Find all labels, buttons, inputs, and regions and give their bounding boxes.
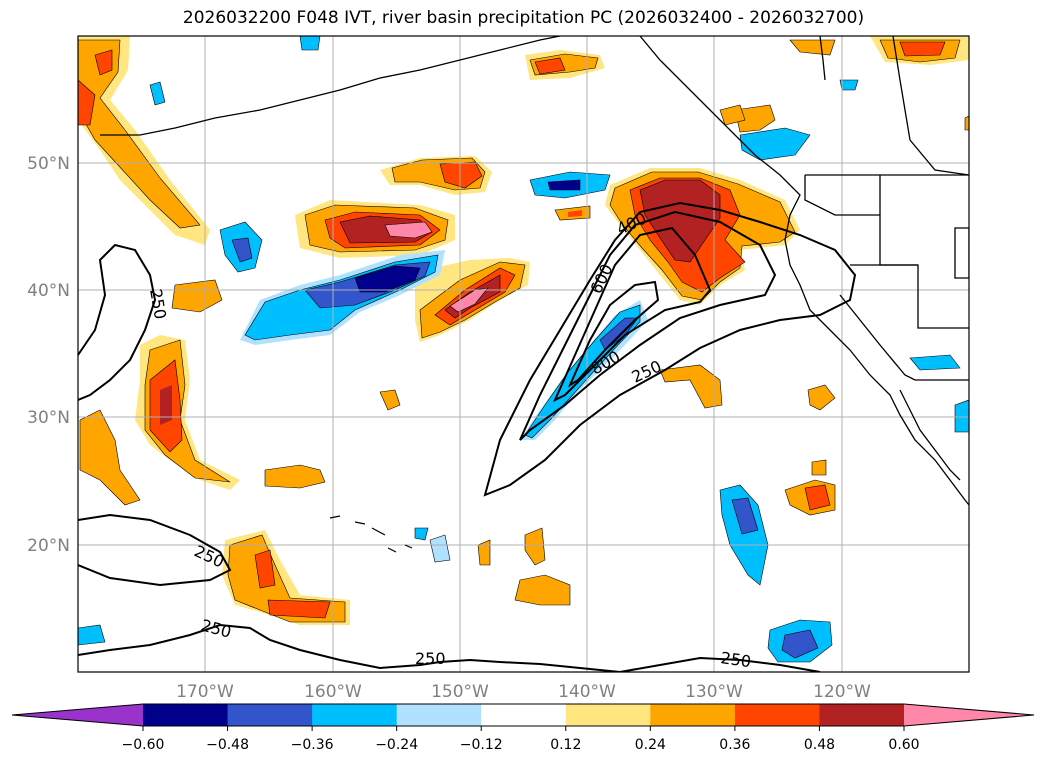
colorbar-tick-label: 0.12 [550,737,581,753]
lon-label: 160°W [304,682,362,702]
colorbar-tick-label: 0.36 [719,737,750,753]
colorbar-segment [312,704,398,726]
lat-label: 20°N [27,536,70,556]
colorbar: −0.60 −0.48 −0.36 −0.24 −0.12 0.12 0.24 0.36 0.4… [11,703,1035,753]
lat-label: 40°N [27,281,70,301]
precip-negative-anomalies [78,36,969,663]
map-canvas [78,36,969,672]
map-frame [77,35,970,673]
hawaii-islands [329,515,413,553]
colorbar-tick-label: 0.60 [888,737,919,753]
colorbar-segment [734,704,820,726]
colorbar-extend-max [904,704,1034,726]
lon-label: 130°W [685,682,743,702]
colorbar-tick-label: 0.48 [804,737,835,753]
contour-label: 250 [415,649,446,668]
colorbar-segment [143,704,229,726]
map-graticule [78,36,969,672]
lon-label: 150°W [431,682,489,702]
lat-label: 50°N [27,154,70,174]
colorbar-segment [565,704,651,726]
colorbar-tick-label: −0.48 [206,737,249,753]
colorbar-extend-min [12,704,143,726]
colorbar-segment [227,704,313,726]
precip-positive-anomalies [78,36,969,625]
map-title: 2026032200 F048 IVT, river basin precipi… [182,8,865,28]
colorbar-segment [396,704,482,726]
lon-label: 170°W [176,682,234,702]
colorbar-tick-label: −0.60 [122,737,165,753]
contour-label: 250 [719,648,752,671]
lon-label: 120°W [813,682,871,702]
colorbar-segment [481,704,567,726]
lon-label: 140°W [558,682,616,702]
colorbar-tick-label: −0.24 [375,737,418,753]
ivt-contours [78,201,857,672]
lat-label: 30°N [27,408,70,428]
colorbar-tick-label: −0.12 [460,737,503,753]
colorbar-segment [650,704,736,726]
coastlines [100,36,969,506]
colorbar-tick-label: 0.24 [635,737,666,753]
latitude-labels: 50°N 40°N 30°N 20°N [27,154,70,556]
colorbar-tick-label: −0.36 [291,737,334,753]
colorbar-segment [819,704,905,726]
longitude-labels: 170°W 160°W 150°W 140°W 130°W 120°W [176,682,871,702]
